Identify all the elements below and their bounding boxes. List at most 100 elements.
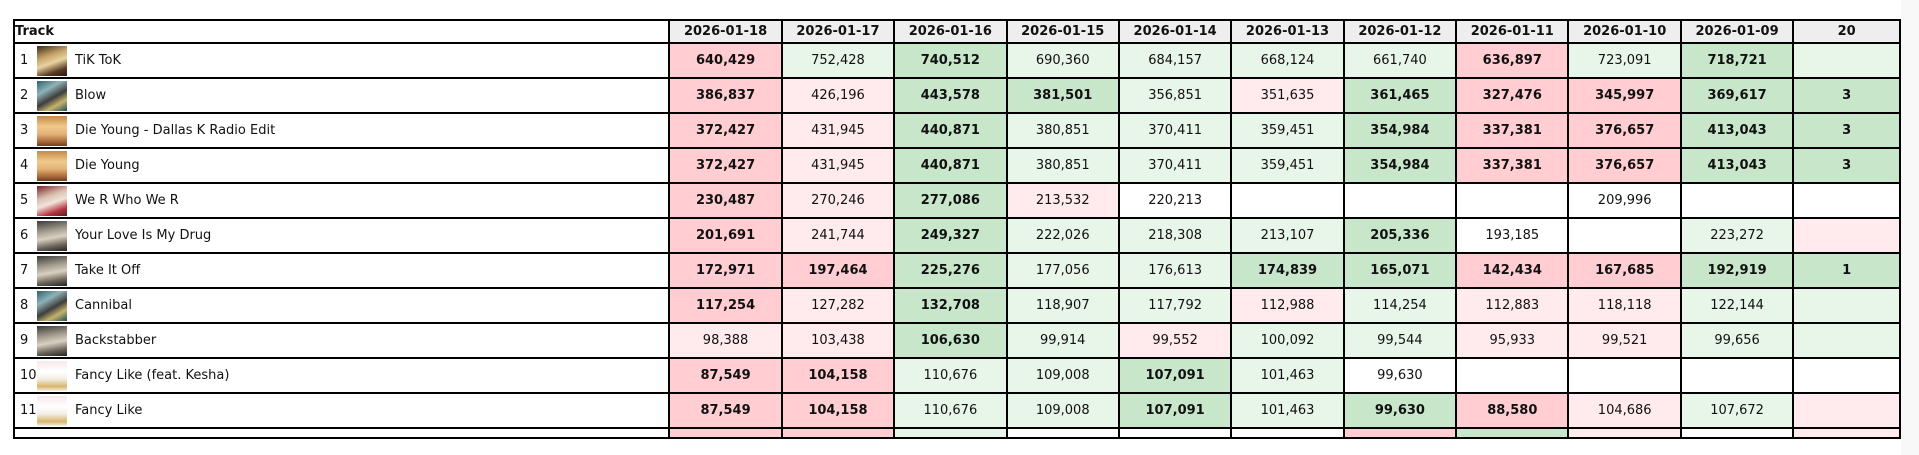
stream-count-cell: 99,630 <box>1342 357 1458 394</box>
rank-number: 4 <box>20 158 29 173</box>
track-title[interactable]: Fancy Like <box>75 403 143 418</box>
stream-count-cell: 684,157 <box>1117 42 1233 79</box>
stream-count-cell: 98,388 <box>668 322 783 359</box>
stream-count-cell: 112,988 <box>1230 287 1345 324</box>
stream-count-cell: 277,086 <box>893 182 1008 219</box>
date-column-header[interactable]: 2026-01-14 <box>1117 19 1233 44</box>
album-art-thumbnail[interactable] <box>37 325 67 356</box>
stream-count-cell: 381,501 <box>1005 77 1120 114</box>
stream-count-cell: 101,463 <box>1230 392 1345 429</box>
album-art-thumbnail[interactable] <box>37 360 67 391</box>
track-title[interactable]: TiK ToK <box>75 53 122 68</box>
date-column-header[interactable]: 2026-01-17 <box>780 19 896 44</box>
stream-count-cell: 220,213 <box>1117 182 1233 219</box>
table-row: 8 Cannibal 117,254 127,282 132,708 118,907 117… <box>12 287 1901 324</box>
track-title[interactable]: Backstabber <box>75 333 157 348</box>
album-art-thumbnail[interactable] <box>37 185 67 216</box>
stream-count-cell: 752,428 <box>780 42 896 79</box>
table-row: 6 Your Love Is My Drug 201,691 241,744 249,3… <box>12 217 1901 254</box>
stream-count-cell <box>1792 392 1901 429</box>
table-row: 3 Die Young - Dallas K Radio Edit 372,427 4… <box>12 112 1901 149</box>
stream-count-cell: 351,635 <box>1230 77 1345 114</box>
stream-count-cell: 413,043 <box>1679 147 1795 184</box>
date-column-header[interactable]: 2026-01-12 <box>1342 19 1458 44</box>
stream-count-cell: 369,617 <box>1679 77 1795 114</box>
track-cell: 1 TiK ToK <box>12 42 671 79</box>
stream-count-cell <box>668 427 783 439</box>
stream-count-cell <box>1679 357 1795 394</box>
track-title[interactable]: Take It Off <box>75 263 141 278</box>
stream-count-cell: 661,740 <box>1342 42 1458 79</box>
date-column-header[interactable]: 2026-01-18 <box>668 19 783 44</box>
date-column-header[interactable]: 2026-01-16 <box>893 19 1008 44</box>
date-column-header[interactable]: 2026-01-13 <box>1230 19 1345 44</box>
stream-count-cell: 440,871 <box>893 147 1008 184</box>
album-art-thumbnail[interactable] <box>37 395 67 426</box>
track-title[interactable]: Cannibal <box>75 298 132 313</box>
stream-count-cell: 209,996 <box>1567 182 1682 219</box>
album-art-thumbnail[interactable] <box>37 45 67 76</box>
stream-count-cell: 107,091 <box>1117 357 1233 394</box>
header-row: Track 2026-01-18 2026-01-17 2026-01-16 2026… <box>12 19 1901 44</box>
track-cell: 5 We R Who We R <box>12 182 671 219</box>
album-art-thumbnail[interactable] <box>37 255 67 286</box>
track-title[interactable]: Blow <box>75 88 107 103</box>
track-title[interactable]: Your Love Is My Drug <box>75 228 212 243</box>
stream-count-cell: 376,657 <box>1567 147 1682 184</box>
stream-count-cell: 177,056 <box>1005 252 1120 289</box>
stream-count-cell: 110,676 <box>893 357 1008 394</box>
stream-count-cell <box>1230 182 1345 219</box>
track-info: 5 We R Who We R <box>16 185 667 216</box>
stream-count-cell <box>1117 427 1233 439</box>
stream-count-cell: 193,185 <box>1455 217 1570 254</box>
date-column-header[interactable]: 2026-01-11 <box>1455 19 1570 44</box>
album-art-thumbnail[interactable] <box>37 115 67 146</box>
stream-count-cell <box>1792 42 1901 79</box>
track-cell: 6 Your Love Is My Drug <box>12 217 671 254</box>
date-column-header[interactable]: 2026-01-09 <box>1679 19 1795 44</box>
album-art-thumbnail[interactable] <box>37 290 67 321</box>
scrollbar-gutter[interactable] <box>1901 0 1919 455</box>
stream-count-cell: 213,107 <box>1230 217 1345 254</box>
stream-count-cell: 99,544 <box>1342 322 1458 359</box>
table-row: 1 TiK ToK 640,429 752,428 740,512 690,360 684,… <box>12 42 1901 79</box>
stream-count-cell: 270,246 <box>780 182 896 219</box>
stream-count-cell: 361,465 <box>1342 77 1458 114</box>
track-title[interactable]: Die Young - Dallas K Radio Edit <box>75 123 276 138</box>
table-row: 2 Blow 386,837 426,196 443,578 381,501 356,851… <box>12 77 1901 114</box>
rank-number: 3 <box>20 123 29 138</box>
stream-count-cell: 380,851 <box>1005 147 1120 184</box>
stream-count-cell: 370,411 <box>1117 147 1233 184</box>
table-row: 5 We R Who We R 230,487 270,246 277,086 213,5… <box>12 182 1901 219</box>
stream-count-cell: 636,897 <box>1455 42 1570 79</box>
stream-count-cell: 386,837 <box>668 77 783 114</box>
track-title[interactable]: Die Young <box>75 158 140 173</box>
date-column-header[interactable]: 2026-01-15 <box>1005 19 1120 44</box>
track-cell: 3 Die Young - Dallas K Radio Edit <box>12 112 671 149</box>
track-cell <box>12 427 671 439</box>
stream-count-cell: 380,851 <box>1005 112 1120 149</box>
stream-count-cell <box>1455 357 1570 394</box>
stream-count-cell <box>1792 322 1901 359</box>
album-art-thumbnail[interactable] <box>37 220 67 251</box>
stream-count-cell: 337,381 <box>1455 112 1570 149</box>
track-column-header[interactable]: Track <box>12 19 671 44</box>
stream-count-cell: 426,196 <box>780 77 896 114</box>
album-art-thumbnail[interactable] <box>37 150 67 181</box>
stream-count-cell: 174,839 <box>1230 252 1345 289</box>
album-art-thumbnail[interactable] <box>37 80 67 111</box>
track-info: 10 Fancy Like (feat. Kesha) <box>16 360 667 391</box>
stream-count-cell: 225,276 <box>893 252 1008 289</box>
track-info: 3 Die Young - Dallas K Radio Edit <box>16 115 667 146</box>
date-column-header[interactable]: 20 <box>1792 19 1901 44</box>
stream-count-cell <box>1342 427 1458 439</box>
stream-count-cell: 109,008 <box>1005 392 1120 429</box>
date-column-header[interactable]: 2026-01-10 <box>1567 19 1682 44</box>
rank-number: 5 <box>20 193 29 208</box>
stream-count-cell: 1 <box>1792 252 1901 289</box>
stream-count-cell: 172,971 <box>668 252 783 289</box>
stream-count-cell: 114,254 <box>1342 287 1458 324</box>
track-title[interactable]: Fancy Like (feat. Kesha) <box>75 368 230 383</box>
track-title[interactable]: We R Who We R <box>75 193 179 208</box>
